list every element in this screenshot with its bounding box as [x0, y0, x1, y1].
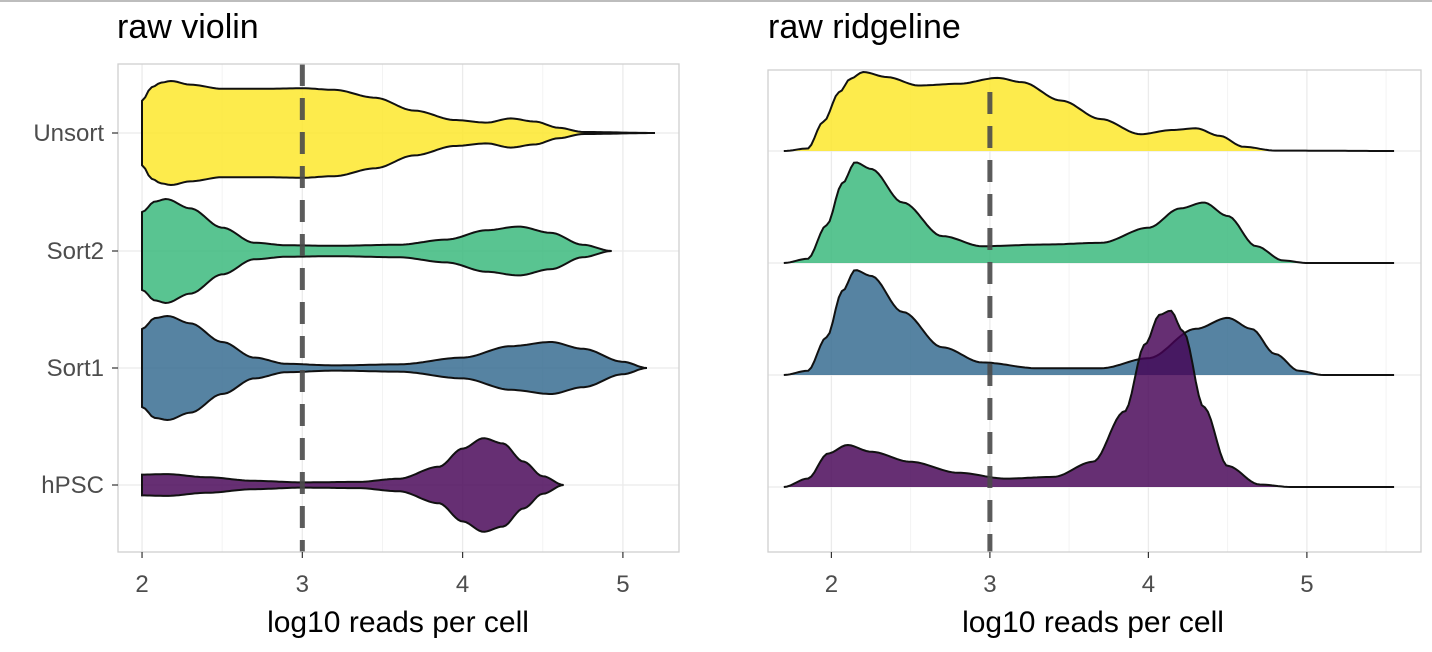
violin-y-tick-label: Sort1 — [47, 355, 104, 382]
ridgeline-x-axis-title: log10 reads per cell — [962, 606, 1224, 639]
ridgeline-x-tick-label: 3 — [983, 571, 996, 598]
violin-x-tick-label: 4 — [456, 571, 469, 598]
violin-hpsc — [141, 437, 564, 533]
violin-panel-title: raw violin — [117, 8, 259, 46]
ridgeline-x-tick-label: 2 — [825, 571, 838, 598]
violin-x-tick-label: 2 — [135, 571, 148, 598]
ridgeline-panel-border — [767, 69, 1422, 553]
violin-x-axis-title: log10 reads per cell — [267, 606, 529, 639]
ridge-line-unsort — [783, 70, 1395, 152]
ridgeline-x-tick-label: 4 — [1142, 571, 1155, 598]
violin-unsort — [141, 79, 655, 187]
violin-sort2 — [141, 197, 612, 305]
violin-x-tick-label: 5 — [616, 571, 629, 598]
violin-panel-border — [117, 63, 680, 553]
violin-y-tick-label: Unsort — [33, 120, 104, 147]
violin-x-tick-label: 3 — [296, 571, 309, 598]
violin-y-tick-label: hPSC — [41, 472, 104, 499]
ridge-fill-sort2 — [783, 162, 1395, 263]
ridgeline-panel-title: raw ridgeline — [768, 8, 961, 46]
ridge-fill-sort1 — [783, 270, 1395, 375]
violin-sort1 — [141, 314, 647, 422]
ridge-fill-unsort — [783, 72, 1395, 151]
ridge-fill-hpsc — [783, 310, 1395, 487]
ridge-line-sort2 — [783, 161, 1395, 264]
ridge-line-hpsc — [783, 309, 1395, 488]
ridge-line-sort1 — [783, 269, 1395, 376]
ridgeline-x-tick-label: 5 — [1300, 571, 1313, 598]
violin-y-tick-label: Sort2 — [47, 238, 104, 265]
